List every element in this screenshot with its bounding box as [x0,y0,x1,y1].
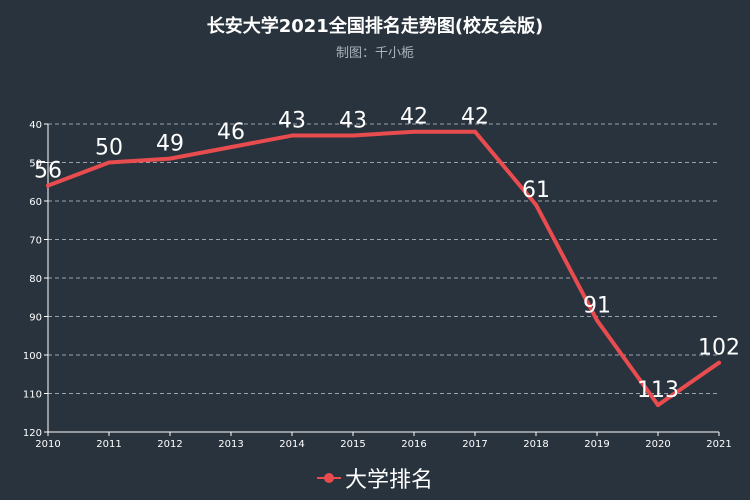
series-layer [46,129,721,408]
y-tick-label: 50 [29,159,42,170]
data-label: 113 [637,378,679,403]
x-tick-label: 2013 [218,439,243,450]
data-label: 49 [156,132,184,157]
data-label: 42 [461,105,489,130]
data-label: 43 [339,109,367,134]
data-point[interactable] [107,160,111,165]
data-label: 102 [698,336,740,361]
data-point[interactable] [168,156,172,161]
data-point[interactable] [534,202,538,207]
y-tick-label: 70 [29,236,42,247]
x-tick-label: 2018 [523,439,548,450]
chart-title: 长安大学2021全国排名走势图(校友会版) [206,16,544,37]
legend-series-label: 大学排名 [344,468,433,493]
x-tick-label: 2015 [340,439,365,450]
data-point[interactable] [595,318,599,323]
x-tick-label: 2020 [645,439,670,450]
series-line [46,129,721,408]
x-tick-label: 2014 [279,439,304,450]
data-point[interactable] [351,133,355,138]
data-label: 43 [278,109,306,134]
x-tick-label: 2017 [462,439,487,450]
data-label: 91 [583,293,611,318]
y-tick-label: 60 [29,197,42,208]
x-tick-label: 2012 [157,439,182,450]
data-label: 56 [34,159,62,184]
y-tick-label: 100 [23,351,42,362]
data-label: 46 [217,120,245,145]
y-tick-label: 90 [29,313,42,324]
data-label: 61 [522,178,550,203]
y-tick-label: 110 [23,390,42,401]
x-tick-label: 2019 [584,439,609,450]
data-point[interactable] [656,403,660,408]
x-tick-label: 2010 [35,439,60,450]
data-label: 42 [400,105,428,130]
data-label: 50 [95,136,123,161]
data-label-layer: 56 50 49 46 43 43 42 42 61 91 113 102 [34,105,740,403]
legend-series-marker [316,471,341,485]
y-tick-label: 40 [29,120,42,131]
x-tick-label: 2016 [401,439,426,450]
data-point[interactable] [229,145,233,150]
y-tick-label: 120 [23,428,42,439]
data-point[interactable] [473,129,477,134]
data-point[interactable] [412,129,416,134]
data-point[interactable] [46,183,50,188]
data-point[interactable] [290,133,294,138]
x-tick-label: 2011 [96,439,121,450]
data-point[interactable] [717,360,721,365]
x-tick-label: 2021 [706,439,731,450]
legend[interactable]: 大学排名 [0,462,750,494]
y-tick-label: 80 [29,274,42,285]
chart-subtitle: 制图：千小栀 [335,46,414,61]
